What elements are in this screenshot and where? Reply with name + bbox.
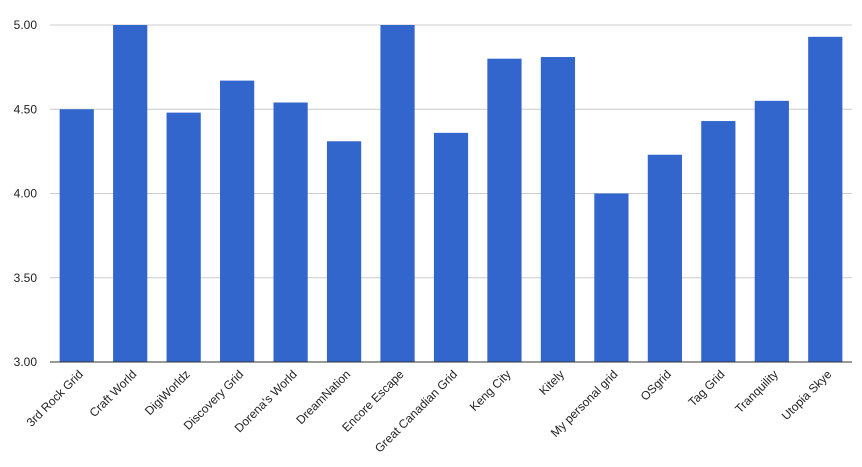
x-category-label: 3rd Rock Grid [24, 367, 86, 429]
bar [540, 57, 576, 362]
bars [59, 25, 843, 363]
x-category-label: Craft World [87, 367, 140, 420]
bar [220, 80, 255, 362]
bar [273, 102, 308, 362]
bar [166, 112, 201, 363]
y-tick-label: 4.50 [14, 102, 38, 116]
x-category-label: Tag Grid [685, 367, 727, 409]
y-tick-label: 5.00 [14, 18, 38, 32]
bar [326, 141, 362, 362]
x-category-label: Kitely [536, 367, 567, 398]
bar [380, 25, 415, 362]
bar [808, 36, 843, 363]
bar [487, 58, 522, 362]
x-category-label: Tranquility [732, 367, 781, 416]
y-axis-tick-labels: 3.00 3.50 4.00 4.50 5.00 [14, 18, 38, 369]
y-tick-label: 4.00 [14, 187, 38, 201]
bar [754, 100, 789, 362]
x-category-label: DreamNation [293, 367, 353, 427]
bar [594, 193, 629, 362]
bar [647, 154, 682, 362]
y-tick-label: 3.00 [14, 355, 38, 369]
x-axis-category-labels: 3rd Rock Grid Craft World DigiWorldzDiscov… [24, 367, 835, 455]
x-category-label: Keng City [467, 367, 514, 414]
x-category-label: DigiWorldz [142, 367, 193, 418]
bar [701, 121, 736, 362]
bar [433, 132, 469, 362]
y-tick-label: 3.50 [14, 271, 38, 285]
bar [113, 25, 148, 362]
bar [59, 109, 94, 362]
x-category-label: OSgrid [638, 367, 674, 403]
x-category-label: Utopia Skye [779, 367, 835, 423]
